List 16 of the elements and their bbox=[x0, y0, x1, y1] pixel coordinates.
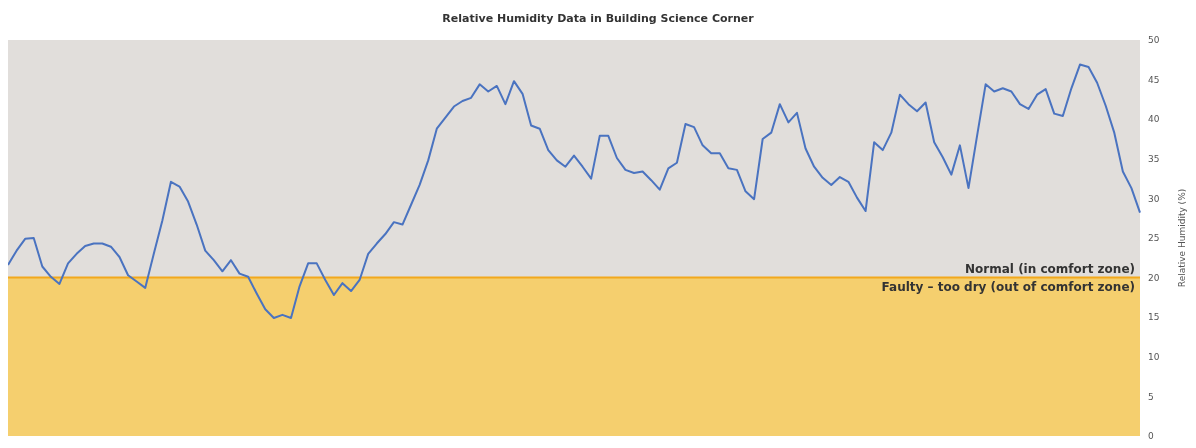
chart-title: Relative Humidity Data in Building Science Corner bbox=[441, 11, 755, 27]
y-tick-label: 0 bbox=[1148, 431, 1154, 442]
y-tick-label: 5 bbox=[1148, 391, 1154, 402]
y-tick-label: 15 bbox=[1148, 312, 1160, 323]
y-tick-label: 30 bbox=[1148, 193, 1160, 204]
y-tick-label: 35 bbox=[1148, 154, 1160, 164]
y-tick-label: 40 bbox=[1148, 114, 1160, 125]
y-tick-label: 10 bbox=[1148, 351, 1160, 362]
y-tick-label: 50 bbox=[1148, 35, 1160, 46]
band-label: Faulty – too dry (out of comfort zone) bbox=[881, 280, 1135, 295]
y-tick-label: 25 bbox=[1148, 233, 1160, 244]
line-series bbox=[8, 63, 1141, 319]
y-tick-label: 20 bbox=[1148, 272, 1160, 283]
band-label: Normal (in comfort zone) bbox=[965, 261, 1135, 276]
y-axis-title: Relative Humidity (%) bbox=[1177, 188, 1188, 288]
y-tick-label: 45 bbox=[1148, 74, 1160, 85]
